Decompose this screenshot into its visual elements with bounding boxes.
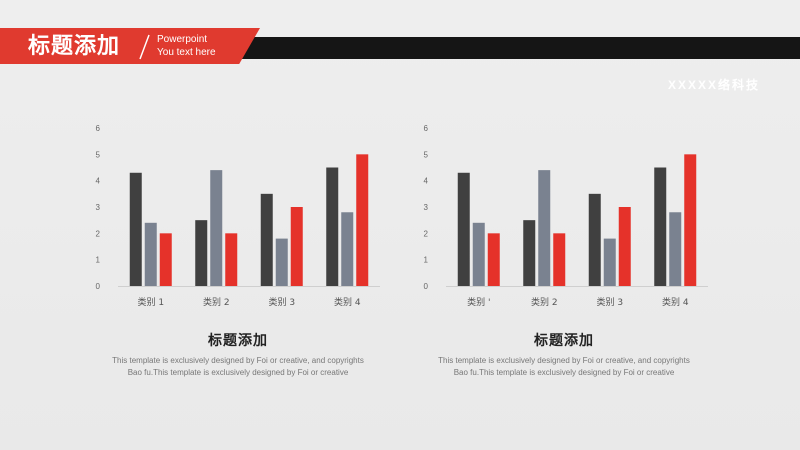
bar xyxy=(225,233,238,286)
y-tick-label: 1 xyxy=(96,256,101,265)
y-tick-label: 0 xyxy=(96,282,101,291)
page-title: 标题添加 xyxy=(28,33,121,58)
bar xyxy=(159,233,172,286)
bar xyxy=(603,238,616,286)
x-tick-label: 类别 3 xyxy=(596,296,623,308)
chart-1-heading: 标题添加 xyxy=(208,332,268,348)
y-tick-label: 2 xyxy=(96,229,101,238)
y-tick-label: 4 xyxy=(424,177,429,186)
header-red-banner xyxy=(0,28,260,64)
bar xyxy=(341,212,354,286)
page-subtitle: Powerpoint You text here xyxy=(157,33,216,59)
x-tick-label: 类别 2 xyxy=(203,296,230,308)
x-tick-label: 类别 4 xyxy=(662,296,689,308)
y-tick-label: 6 xyxy=(424,124,429,133)
bar xyxy=(275,238,288,286)
subtitle-line-1: Powerpoint xyxy=(157,34,208,45)
x-tick-label: 类别 3 xyxy=(268,296,295,308)
y-tick-label: 6 xyxy=(96,124,101,133)
bar xyxy=(553,233,566,286)
y-tick-label: 4 xyxy=(96,177,101,186)
bar xyxy=(618,207,631,286)
header-black-bar: XXXXX络科技 xyxy=(230,37,800,92)
bar xyxy=(523,220,536,286)
bar xyxy=(588,193,601,286)
bar-chart-2: 0 1 2 3 4 5 6 类别 ' 类别 2 类别 3 类别 4 xyxy=(418,118,718,318)
bar xyxy=(472,222,485,286)
bar xyxy=(684,154,697,286)
bar xyxy=(129,172,142,286)
y-tick-label: 5 xyxy=(424,150,429,159)
bar xyxy=(195,220,208,286)
bar xyxy=(326,167,339,286)
bar xyxy=(210,170,223,286)
x-tick-label: 类别 4 xyxy=(334,296,361,308)
bar-chart-1: 0 1 2 3 4 5 6 类别 1 类别 2 类别 3 类别 4 xyxy=(90,118,390,318)
chart-2-plot: 0 1 2 3 4 5 6 类别 ' 类别 2 类别 3 类别 4 xyxy=(424,124,708,308)
bar xyxy=(356,154,369,286)
subtitle-line-2: You text here xyxy=(157,47,216,58)
company-name: XXXXX络科技 xyxy=(667,78,760,92)
slash-divider-icon xyxy=(139,34,150,60)
x-tick-label: 类别 ' xyxy=(467,296,490,308)
chart-1-plot: 0 1 2 3 4 5 6 类别 1 类别 2 类别 3 类别 4 xyxy=(96,124,380,308)
bar xyxy=(457,172,470,286)
y-tick-label: 5 xyxy=(96,150,101,159)
bar xyxy=(669,212,682,286)
x-tick-label: 类别 1 xyxy=(137,296,164,308)
bar xyxy=(538,170,551,286)
y-tick-label: 3 xyxy=(424,203,429,212)
bar xyxy=(654,167,667,286)
bar xyxy=(144,222,157,286)
bar xyxy=(487,233,500,286)
y-tick-label: 1 xyxy=(424,256,429,265)
y-tick-label: 2 xyxy=(424,229,429,238)
x-tick-label: 类别 2 xyxy=(531,296,558,308)
y-tick-label: 0 xyxy=(424,282,429,291)
bar xyxy=(290,207,303,286)
bar xyxy=(260,193,273,286)
chart-1-description: This template is exclusively designed by… xyxy=(112,356,364,377)
y-tick-label: 3 xyxy=(96,203,101,212)
chart-2-description: This template is exclusively designed by… xyxy=(438,356,690,377)
chart-2-heading: 标题添加 xyxy=(534,332,594,348)
